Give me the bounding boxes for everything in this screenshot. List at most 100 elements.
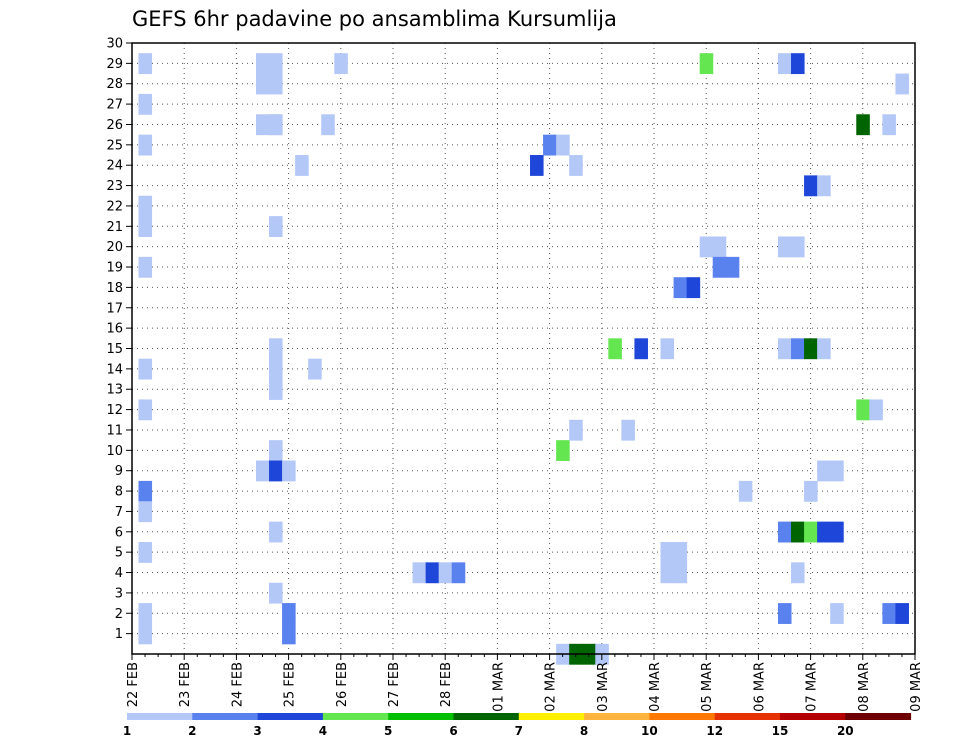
- precip-cell: [608, 338, 622, 360]
- x-tick-label: 08 MAR: [857, 662, 872, 712]
- precip-cell: [777, 338, 792, 360]
- precip-cell: [255, 114, 270, 136]
- color-legend: 1 2 3 4 5 6 7 8 10 12 15 20: [123, 713, 912, 738]
- x-tick-label: 22 FEB: [126, 662, 141, 707]
- precip-cell: [621, 419, 635, 441]
- precip-cell: [255, 73, 270, 95]
- legend-swatch: [453, 713, 520, 720]
- legend-swatch: [192, 713, 259, 720]
- precip-cell: [295, 155, 309, 176]
- y-tick-label: 18: [106, 281, 123, 296]
- y-tick-label: 3: [115, 586, 123, 601]
- y-tick-label: 16: [106, 322, 123, 337]
- precip-cell: [699, 53, 714, 75]
- legend-label: 2: [188, 724, 196, 738]
- precip-cell: [856, 399, 870, 421]
- precip-cell: [138, 358, 153, 380]
- legend-swatch: [584, 713, 650, 720]
- y-tick-label: 10: [106, 444, 123, 459]
- precip-cell: [138, 541, 153, 563]
- precip-cell: [804, 480, 818, 502]
- legend-label: 5: [384, 724, 392, 738]
- precip-cell: [269, 521, 283, 543]
- precip-cell: [830, 521, 844, 543]
- x-tick-label: 26 FEB: [335, 662, 350, 707]
- legend-swatch: [127, 713, 193, 720]
- precip-cell: [804, 175, 818, 197]
- precip-cell: [269, 358, 283, 380]
- precip-cell: [895, 73, 909, 95]
- precip-cell: [269, 440, 283, 462]
- legend-label: 20: [837, 724, 854, 738]
- legend-label: 10: [641, 724, 658, 738]
- precip-cell: [817, 175, 831, 197]
- legend-swatch: [518, 713, 585, 720]
- y-tick-label: 17: [106, 301, 123, 316]
- precip-cell: [777, 53, 792, 75]
- precip-cell: [791, 562, 805, 584]
- precip-cell: [882, 114, 896, 136]
- precip-cell: [138, 501, 153, 523]
- precip-cell: [334, 53, 348, 75]
- precip-cell: [255, 53, 270, 75]
- precip-cell: [282, 623, 296, 645]
- legend-label: 4: [319, 724, 327, 738]
- y-tick-label: 6: [115, 525, 123, 540]
- y-tick-label: 8: [115, 485, 123, 500]
- precip-cell: [138, 216, 153, 237]
- y-tick-label: 25: [106, 138, 123, 153]
- y-tick-label: 1: [115, 627, 123, 642]
- precip-cell: [804, 338, 818, 360]
- precip-cell: [321, 114, 335, 136]
- precip-cell: [869, 399, 883, 421]
- y-tick-label: 21: [106, 220, 123, 235]
- x-tick-label: 06 MAR: [752, 662, 767, 712]
- precip-cell: [282, 603, 296, 624]
- precip-cell: [138, 623, 153, 645]
- precip-cell: [269, 114, 283, 136]
- precip-cell: [777, 521, 792, 543]
- precip-cell: [817, 460, 831, 482]
- precip-cell: [569, 419, 583, 441]
- precip-cell: [138, 399, 153, 421]
- x-axis-ticks: 22 FEB 23 FEB 24 FEB 25 FEB 26 FEB 27 FEB 28 F…: [126, 654, 924, 712]
- precip-cell: [725, 256, 740, 278]
- y-tick-label: 7: [115, 505, 123, 520]
- precip-cell: [817, 338, 831, 360]
- y-tick-label: 30: [106, 37, 123, 52]
- y-tick-label: 23: [106, 179, 123, 194]
- precip-cell: [282, 460, 296, 482]
- y-tick-label: 24: [106, 159, 123, 174]
- x-tick-label: 24 FEB: [230, 662, 245, 707]
- legend-label: 3: [253, 724, 261, 738]
- legend-swatch: [714, 713, 781, 720]
- y-tick-label: 29: [106, 57, 123, 72]
- precip-cell: [138, 480, 153, 502]
- precip-cell: [269, 216, 283, 237]
- x-tick-label: 25 FEB: [283, 662, 298, 707]
- x-tick-label: 05 MAR: [700, 662, 715, 712]
- precip-cell: [269, 73, 283, 95]
- precip-cell: [138, 134, 153, 156]
- legend-swatch: [649, 713, 716, 720]
- y-tick-label: 27: [106, 98, 123, 113]
- precip-cell: [269, 582, 283, 604]
- legend-label: 1: [123, 724, 131, 738]
- y-tick-label: 26: [106, 118, 123, 133]
- x-tick-label: 23 FEB: [178, 662, 193, 707]
- precip-cell: [556, 134, 570, 156]
- y-tick-label: 2: [115, 607, 123, 622]
- x-tick-label: 09 MAR: [909, 662, 924, 712]
- x-tick-label: 07 MAR: [805, 662, 820, 712]
- precip-cell: [660, 541, 675, 563]
- precip-cell: [686, 277, 701, 299]
- precip-cell: [856, 114, 870, 136]
- precip-cell: [673, 541, 688, 563]
- y-tick-label: 5: [115, 546, 123, 561]
- x-tick-label: 04 MAR: [648, 662, 663, 712]
- precip-cell: [269, 338, 283, 360]
- y-tick-label: 20: [106, 240, 123, 255]
- precip-cell: [138, 603, 153, 624]
- precip-cell: [569, 155, 583, 176]
- y-tick-label: 15: [106, 342, 123, 357]
